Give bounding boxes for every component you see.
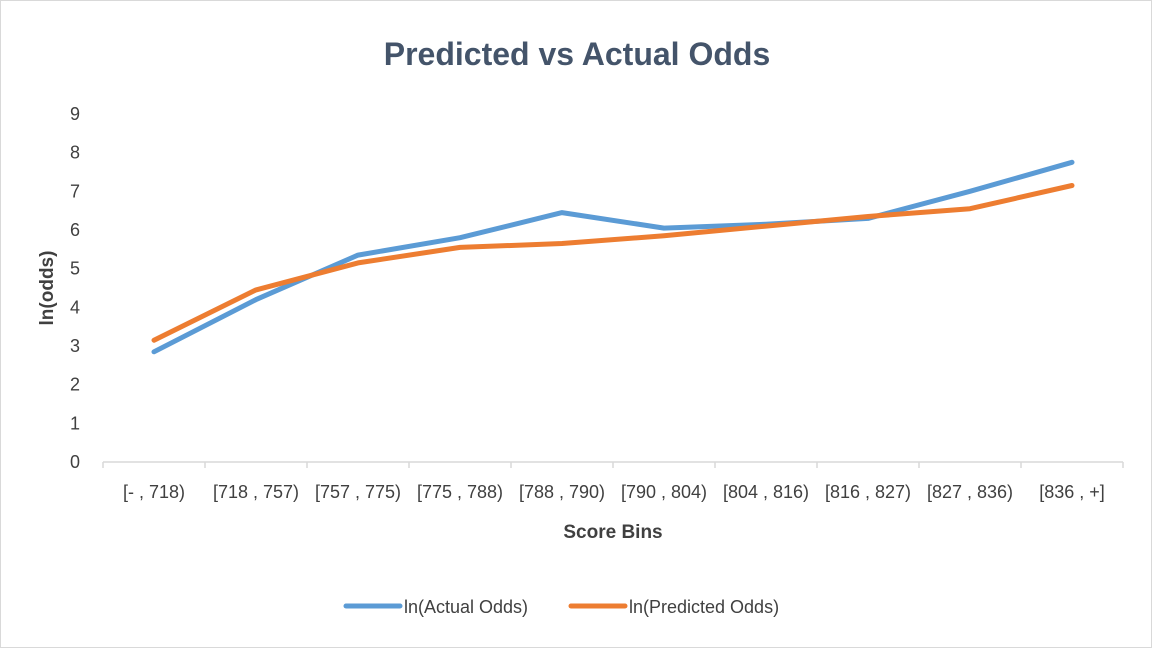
x-tick-label: [836 , +] bbox=[1039, 482, 1105, 502]
x-tick-label: [804 , 816) bbox=[723, 482, 809, 502]
x-tick-label: [788 , 790) bbox=[519, 482, 605, 502]
y-tick-label: 9 bbox=[70, 104, 80, 124]
chart-title: Predicted vs Actual Odds bbox=[384, 36, 770, 72]
y-tick-label: 5 bbox=[70, 259, 80, 279]
x-tick-label: [827 , 836) bbox=[927, 482, 1013, 502]
x-tick-label: [718 , 757) bbox=[213, 482, 299, 502]
y-tick-label: 7 bbox=[70, 181, 80, 201]
legend-label: ln(Predicted Odds) bbox=[629, 597, 779, 617]
y-axis-title: ln(odds) bbox=[37, 251, 58, 326]
series-lines bbox=[151, 159, 1075, 355]
series-line-predicted bbox=[151, 183, 1075, 343]
y-tick-label: 1 bbox=[70, 413, 80, 433]
x-tick-label: [775 , 788) bbox=[417, 482, 503, 502]
y-tick-label: 8 bbox=[70, 143, 80, 163]
y-tick-label: 0 bbox=[70, 452, 80, 472]
y-tick-label: 6 bbox=[70, 220, 80, 240]
y-tick-label: 2 bbox=[70, 375, 80, 395]
series-line-actual bbox=[151, 159, 1075, 355]
legend-label: ln(Actual Odds) bbox=[404, 597, 528, 617]
y-tick-label: 4 bbox=[70, 297, 80, 317]
x-tick-label: [757 , 775) bbox=[315, 482, 401, 502]
x-axis-title: Score Bins bbox=[563, 522, 662, 543]
x-tick-label: [- , 718) bbox=[123, 482, 185, 502]
y-tick-label: 3 bbox=[70, 336, 80, 356]
x-axis-ticks: [- , 718) [718 , 757) [757 , 775) [775 , 78… bbox=[102, 462, 1124, 502]
legend: ln(Actual Odds) ln(Predicted Odds) bbox=[343, 597, 779, 617]
x-tick-label: [790 , 804) bbox=[621, 482, 707, 502]
y-axis-ticks: 0 1 2 3 4 5 6 7 8 9 bbox=[70, 104, 80, 472]
x-tick-label: [816 , 827) bbox=[825, 482, 911, 502]
